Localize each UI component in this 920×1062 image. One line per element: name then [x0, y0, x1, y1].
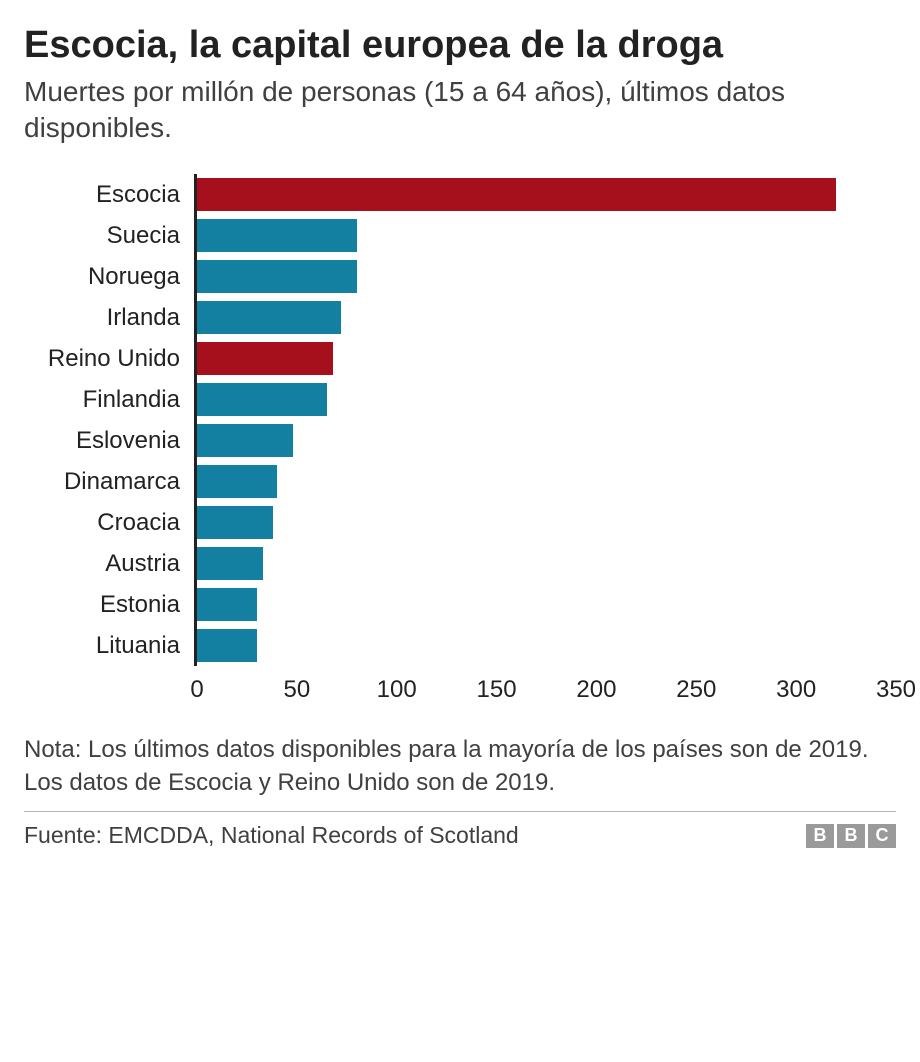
bar — [197, 342, 333, 375]
bar-track — [194, 461, 896, 502]
x-tick: 300 — [776, 676, 816, 704]
bar-row: Croacia — [24, 502, 896, 543]
category-label: Estonia — [24, 591, 194, 619]
bar — [197, 465, 277, 498]
category-label: Escocia — [24, 181, 194, 209]
footer-divider — [24, 811, 896, 812]
category-label: Dinamarca — [24, 468, 194, 496]
category-label: Irlanda — [24, 304, 194, 332]
bar — [197, 629, 257, 662]
bar-track — [194, 379, 896, 420]
bbc-logo-letter: C — [868, 824, 896, 848]
bar-track — [194, 502, 896, 543]
bar-row: Irlanda — [24, 297, 896, 338]
bar-row: Noruega — [24, 256, 896, 297]
category-label: Finlandia — [24, 386, 194, 414]
x-axis: 050100150200250300350 — [24, 676, 896, 710]
bar-row: Eslovenia — [24, 420, 896, 461]
x-tick: 0 — [190, 676, 203, 704]
bar-row: Reino Unido — [24, 338, 896, 379]
bar-row: Lituania — [24, 625, 896, 666]
bar-chart: Escocia Suecia Noruega Irlanda Reino Unido Fi… — [24, 174, 896, 666]
bar-row: Suecia — [24, 215, 896, 256]
x-tick: 200 — [576, 676, 616, 704]
bar — [197, 301, 341, 334]
bar — [197, 219, 357, 252]
x-tick: 150 — [477, 676, 517, 704]
chart-note: Nota: Los últimos datos disponibles para… — [24, 734, 896, 799]
x-tick: 50 — [283, 676, 310, 704]
bbc-logo: BBC — [806, 824, 896, 848]
source-text: Fuente: EMCDDA, National Records of Scot… — [24, 822, 519, 849]
bar-track — [194, 338, 896, 379]
x-tick: 250 — [676, 676, 716, 704]
category-label: Eslovenia — [24, 427, 194, 455]
bar — [197, 383, 327, 416]
category-label: Suecia — [24, 222, 194, 250]
x-tick: 100 — [377, 676, 417, 704]
category-label: Austria — [24, 550, 194, 578]
bar — [197, 260, 357, 293]
bar-track — [194, 625, 896, 666]
bar — [197, 547, 263, 580]
chart-title: Escocia, la capital europea de la droga — [24, 24, 896, 68]
bar-track — [194, 297, 896, 338]
bar-track — [194, 584, 896, 625]
category-label: Reino Unido — [24, 345, 194, 373]
bar — [197, 178, 836, 211]
bbc-logo-letter: B — [806, 824, 834, 848]
bar-row: Austria — [24, 543, 896, 584]
bar-track — [194, 174, 896, 215]
bar — [197, 506, 273, 539]
bar — [197, 588, 257, 621]
bar-track — [194, 256, 896, 297]
bar-track — [194, 420, 896, 461]
category-label: Croacia — [24, 509, 194, 537]
bar-row: Escocia — [24, 174, 896, 215]
bbc-logo-letter: B — [837, 824, 865, 848]
bar-track — [194, 543, 896, 584]
bar-track — [194, 215, 896, 256]
x-tick: 350 — [876, 676, 916, 704]
bar-row: Finlandia — [24, 379, 896, 420]
chart-subtitle: Muertes por millón de personas (15 a 64 … — [24, 74, 896, 147]
bar — [197, 424, 293, 457]
bar-row: Dinamarca — [24, 461, 896, 502]
category-label: Noruega — [24, 263, 194, 291]
category-label: Lituania — [24, 632, 194, 660]
bar-row: Estonia — [24, 584, 896, 625]
